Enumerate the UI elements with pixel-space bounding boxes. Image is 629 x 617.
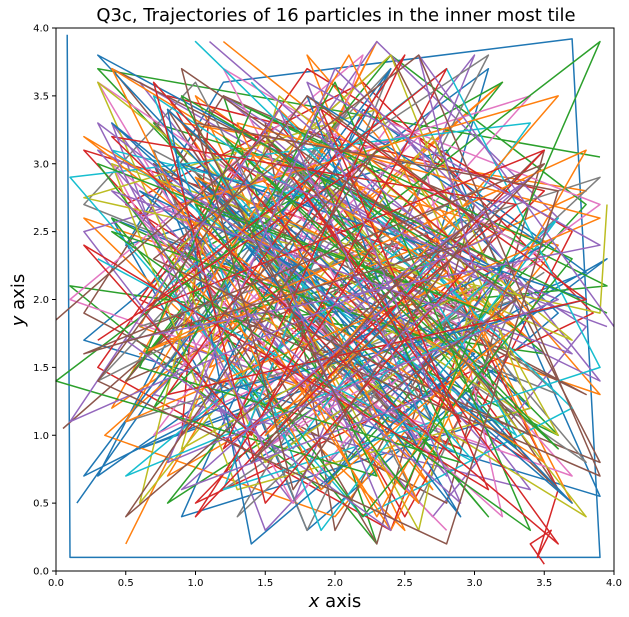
y-tick-label: 3.5 xyxy=(33,91,49,102)
x-tick-label: 3.0 xyxy=(467,578,483,589)
x-axis-label: x axis xyxy=(308,591,361,612)
series-line-14 xyxy=(83,54,587,545)
y-tick-label: 0.5 xyxy=(33,499,49,510)
y-tick-label: 1.0 xyxy=(33,431,49,442)
y-axis-label-var: y xyxy=(8,315,29,327)
y-tick-label: 4.0 xyxy=(33,24,49,35)
x-tick-label: 2.0 xyxy=(327,578,343,589)
y-axis: 0.0 0.5 1.0 1.5 2.0 2.5 3.0 3.5 4.0 xyxy=(33,24,56,578)
series-line-16 xyxy=(55,54,601,545)
x-tick-label: 4.0 xyxy=(606,578,622,589)
x-tick-label: 2.5 xyxy=(397,578,413,589)
x-axis-label-var: x xyxy=(308,591,320,612)
x-tick-label: 3.5 xyxy=(536,578,552,589)
y-axis-label: y axis xyxy=(8,274,29,327)
x-tick-label: 0.0 xyxy=(48,578,64,589)
y-tick-label: 3.0 xyxy=(33,159,49,170)
y-tick-label: 1.5 xyxy=(33,363,49,374)
series-line-10 xyxy=(69,40,601,532)
x-tick-label: 0.5 xyxy=(118,578,134,589)
plot-area xyxy=(55,34,615,565)
series-line-15 xyxy=(69,41,615,532)
y-tick-label: 2.5 xyxy=(33,227,49,238)
y-tick-label: 2.0 xyxy=(33,295,49,306)
y-tick-label: 0.0 xyxy=(33,567,49,578)
chart-title: Q3c, Trajectories of 16 particles in the… xyxy=(96,5,575,26)
x-tick-label: 1.5 xyxy=(257,578,273,589)
x-axis: 0.0 0.5 1.0 1.5 2.0 2.5 3.0 3.5 4.0 xyxy=(48,571,622,589)
x-axis-label-rest: axis xyxy=(319,591,361,612)
series-line-13 xyxy=(55,40,608,532)
x-tick-label: 1.0 xyxy=(188,578,204,589)
y-axis-label-rest: axis xyxy=(8,274,29,316)
